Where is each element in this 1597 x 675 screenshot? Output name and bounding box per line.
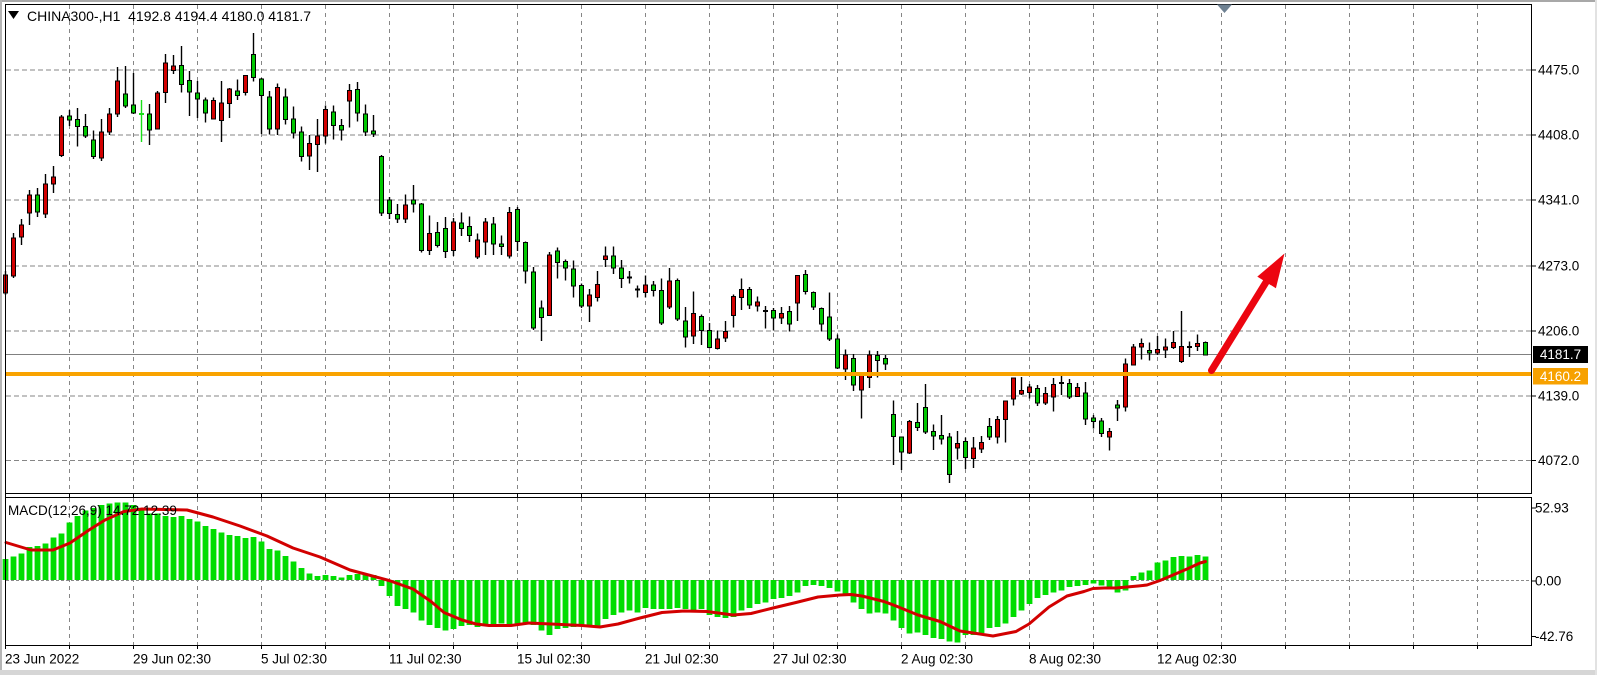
svg-text:4475.0: 4475.0 — [1538, 63, 1579, 78]
svg-text:4181.7: 4181.7 — [1540, 347, 1581, 362]
svg-text:5 Jul 02:30: 5 Jul 02:30 — [261, 652, 327, 667]
svg-text:4139.0: 4139.0 — [1538, 389, 1579, 404]
svg-text:11 Jul 02:30: 11 Jul 02:30 — [389, 652, 462, 667]
svg-text:2 Aug 02:30: 2 Aug 02:30 — [901, 652, 973, 667]
svg-text:4160.2: 4160.2 — [1540, 369, 1581, 384]
svg-text:23 Jun 2022: 23 Jun 2022 — [5, 652, 79, 667]
svg-text:4206.0: 4206.0 — [1538, 324, 1579, 339]
svg-text:4408.0: 4408.0 — [1538, 128, 1579, 143]
svg-text:4273.0: 4273.0 — [1538, 259, 1579, 274]
svg-text:15 Jul 02:30: 15 Jul 02:30 — [517, 652, 591, 667]
svg-text:21 Jul 02:30: 21 Jul 02:30 — [645, 652, 719, 667]
svg-text:0.00: 0.00 — [1535, 574, 1561, 589]
svg-text:-42.76: -42.76 — [1535, 629, 1573, 644]
svg-text:4072.0: 4072.0 — [1538, 453, 1579, 468]
svg-text:MACD(12,26,9) 14.72 12.39: MACD(12,26,9) 14.72 12.39 — [8, 503, 177, 518]
svg-text:52.93: 52.93 — [1535, 501, 1569, 516]
svg-text:29 Jun 02:30: 29 Jun 02:30 — [133, 652, 211, 667]
svg-text:CHINA300-,H1 4192.8 4194.4 41: CHINA300-,H1 4192.8 4194.4 4180.0 4181.7 — [27, 8, 311, 24]
svg-text:12 Aug 02:30: 12 Aug 02:30 — [1157, 652, 1237, 667]
svg-text:8 Aug 02:30: 8 Aug 02:30 — [1029, 652, 1101, 667]
svg-text:27 Jul 02:30: 27 Jul 02:30 — [773, 652, 847, 667]
svg-text:4341.0: 4341.0 — [1538, 193, 1579, 208]
